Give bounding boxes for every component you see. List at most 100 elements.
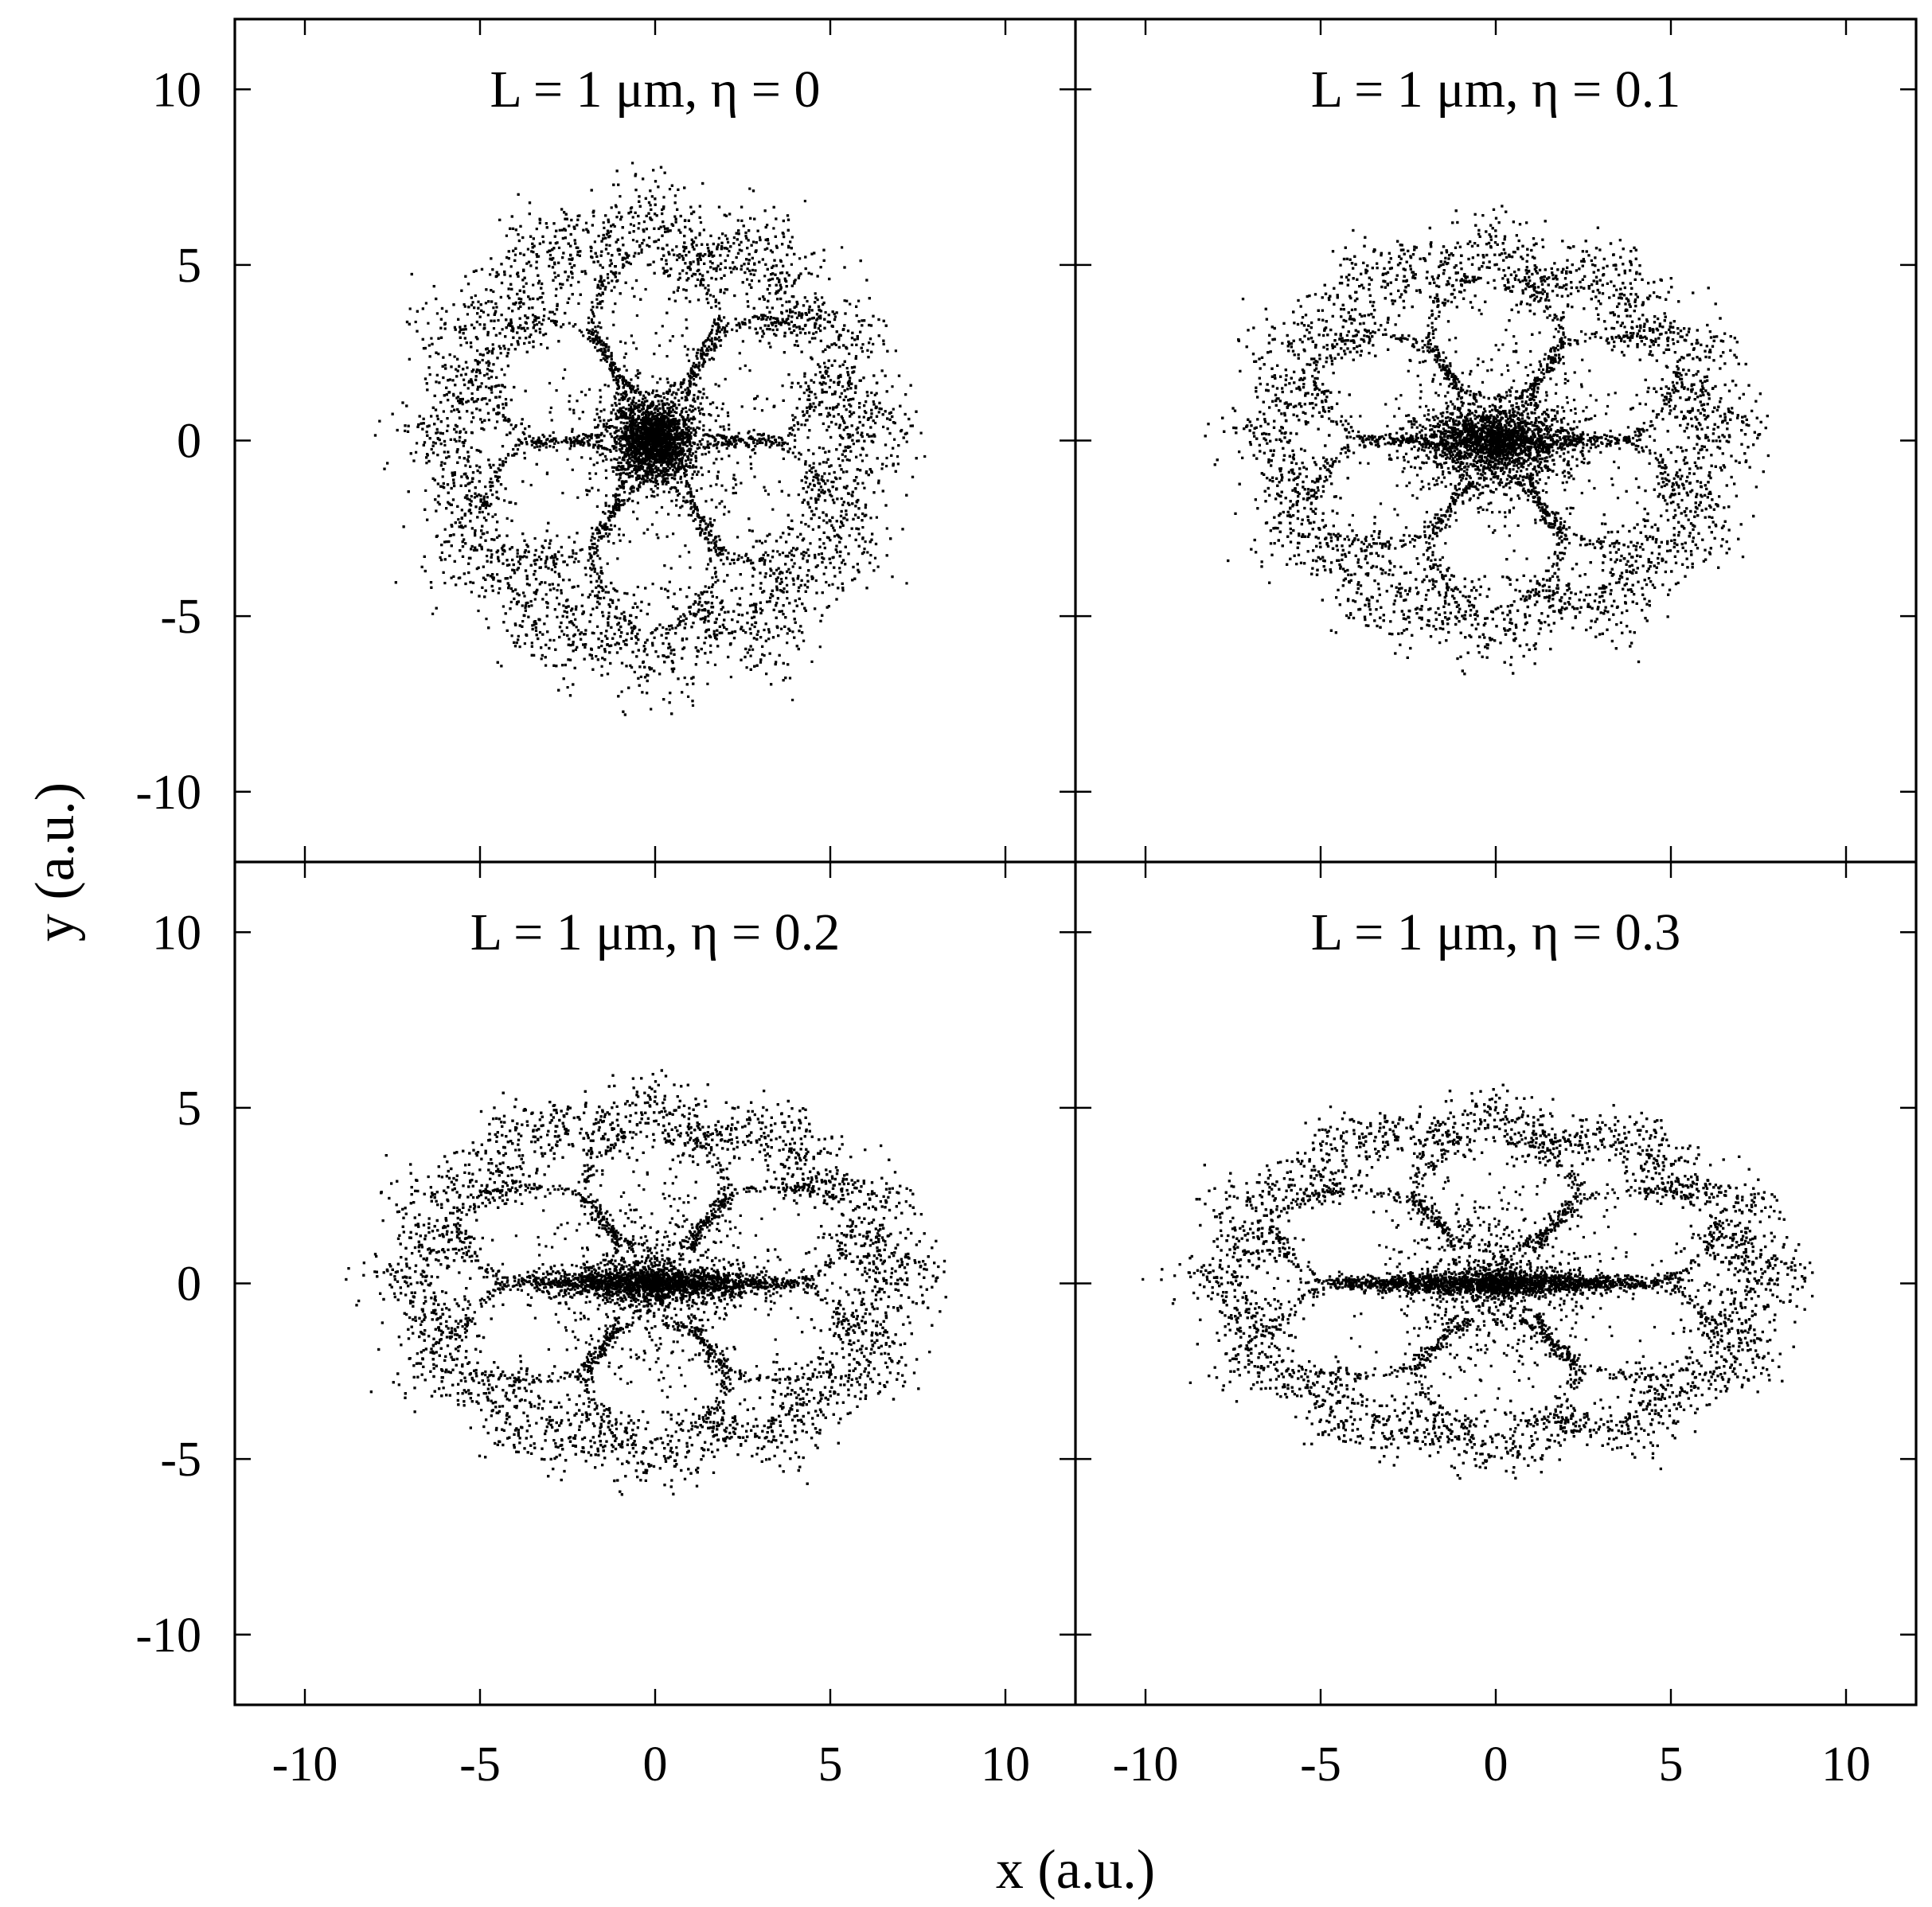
data-point xyxy=(590,189,593,192)
data-point xyxy=(881,462,884,466)
data-point xyxy=(673,648,676,652)
data-point xyxy=(681,255,684,258)
data-point xyxy=(905,493,908,497)
data-point xyxy=(450,524,453,527)
data-point xyxy=(666,632,669,635)
data-point xyxy=(500,314,503,317)
data-point xyxy=(651,631,654,634)
data-point xyxy=(798,586,801,589)
data-point xyxy=(723,247,726,250)
data-point xyxy=(599,597,602,600)
data-point xyxy=(516,568,519,571)
data-point xyxy=(666,230,669,233)
data-point xyxy=(753,603,756,606)
data-point xyxy=(488,399,491,402)
data-point xyxy=(475,548,478,552)
data-point xyxy=(556,589,559,592)
data-point xyxy=(869,324,873,327)
data-point xyxy=(808,398,811,401)
data-point xyxy=(464,372,467,376)
data-point xyxy=(662,196,665,199)
data-point xyxy=(851,439,854,442)
data-point xyxy=(484,589,487,592)
data-point xyxy=(566,279,569,282)
data-point xyxy=(587,231,590,234)
data-point xyxy=(516,592,519,595)
data-point xyxy=(610,581,613,585)
data-point xyxy=(692,272,695,275)
data-point xyxy=(877,479,880,482)
data-point xyxy=(853,338,857,341)
data-point xyxy=(842,398,845,402)
data-point xyxy=(751,583,755,587)
data-point xyxy=(490,319,493,322)
data-point xyxy=(701,617,704,620)
data-point xyxy=(625,665,628,668)
data-point xyxy=(818,552,821,556)
data-point xyxy=(704,618,707,622)
data-point xyxy=(469,341,473,345)
data-point xyxy=(845,486,848,489)
data-point xyxy=(649,263,652,267)
data-point xyxy=(759,661,763,664)
data-point xyxy=(749,654,752,657)
data-point xyxy=(779,589,782,592)
data-point xyxy=(708,586,711,589)
data-point xyxy=(698,216,701,219)
data-point xyxy=(759,587,762,590)
data-point xyxy=(752,273,755,276)
data-point xyxy=(520,327,523,330)
data-point xyxy=(607,232,610,235)
data-point xyxy=(687,695,690,698)
data-point xyxy=(875,381,878,384)
data-point xyxy=(470,548,473,551)
data-point xyxy=(481,420,484,424)
data-point xyxy=(638,684,641,687)
data-point xyxy=(428,373,431,376)
data-point xyxy=(822,572,825,575)
data-point xyxy=(832,406,835,409)
data-point xyxy=(579,633,582,636)
data-point xyxy=(727,655,730,659)
data-point xyxy=(639,609,642,612)
data-point xyxy=(497,579,500,583)
data-point xyxy=(541,301,544,304)
data-point xyxy=(858,406,861,409)
data-point xyxy=(832,526,835,529)
data-point xyxy=(630,614,633,618)
data-point xyxy=(878,401,881,404)
data-point xyxy=(677,278,680,281)
data-point xyxy=(740,587,744,590)
data-point xyxy=(640,600,643,603)
data-point xyxy=(853,365,857,369)
data-point xyxy=(751,603,754,606)
data-point xyxy=(532,251,535,254)
data-point xyxy=(751,616,754,619)
data-point xyxy=(477,306,480,310)
data-point xyxy=(813,513,816,517)
data-point xyxy=(807,310,810,314)
data-point xyxy=(494,310,498,313)
data-point xyxy=(471,301,474,304)
data-point xyxy=(842,470,845,474)
data-point xyxy=(613,224,616,228)
data-point xyxy=(649,204,652,207)
data-point xyxy=(544,643,548,646)
data-point xyxy=(872,403,876,406)
data-point xyxy=(621,226,624,229)
data-point xyxy=(582,643,585,646)
data-point xyxy=(671,248,674,252)
data-point xyxy=(485,519,488,522)
data-point xyxy=(417,423,420,427)
data-point xyxy=(818,365,822,369)
data-point xyxy=(788,677,792,680)
data-point xyxy=(778,572,781,575)
data-point xyxy=(774,662,777,666)
data-point xyxy=(860,433,863,436)
data-point xyxy=(803,583,806,587)
data-point xyxy=(458,416,462,419)
data-point xyxy=(775,540,779,543)
data-point xyxy=(790,528,794,531)
data-point xyxy=(623,713,626,716)
data-point xyxy=(605,232,609,236)
